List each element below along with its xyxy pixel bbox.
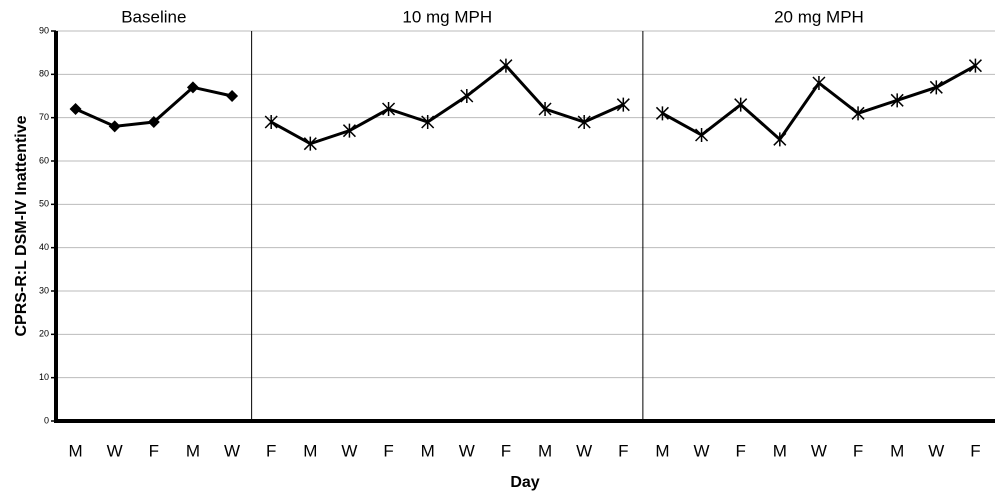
point <box>695 128 709 142</box>
point <box>734 97 748 112</box>
x-tick-label: F <box>266 441 276 460</box>
x-tick-label: F <box>501 441 511 460</box>
point <box>382 102 396 116</box>
y-tick-label: 40 <box>39 242 49 252</box>
point <box>851 106 865 121</box>
x-tick-label: W <box>928 441 944 460</box>
point <box>577 115 591 129</box>
x-tick-label: F <box>618 441 628 460</box>
y-tick-label: 10 <box>39 372 49 382</box>
x-tick-label: F <box>853 441 863 460</box>
y-tick-label: 80 <box>39 69 49 79</box>
point <box>499 58 513 73</box>
point <box>929 80 943 95</box>
point <box>460 89 474 103</box>
x-tick-label: W <box>694 441 710 460</box>
y-tick-label: 90 <box>39 25 49 35</box>
x-tick-label: W <box>811 441 827 460</box>
point <box>108 120 121 133</box>
point <box>226 90 239 102</box>
point <box>812 76 826 90</box>
x-tick-label: F <box>970 441 980 460</box>
phase-label: 10 mg MPH <box>402 7 492 26</box>
point <box>421 115 435 129</box>
point <box>773 132 787 147</box>
x-tick-label: W <box>224 441 240 460</box>
series-line <box>270 63 624 146</box>
point <box>186 81 199 94</box>
x-tick-label: M <box>773 441 787 460</box>
x-axis-title: Day <box>510 474 539 491</box>
x-tick-label: M <box>655 441 669 460</box>
x-tick-label: M <box>421 441 435 460</box>
x-tick-label: W <box>459 441 475 460</box>
x-tick-label: F <box>735 441 745 460</box>
x-tick-label: M <box>68 441 82 460</box>
point <box>264 115 278 129</box>
point <box>342 123 356 138</box>
point <box>538 102 552 116</box>
point <box>890 93 904 108</box>
x-tick-label: W <box>576 441 592 460</box>
y-tick-label: 0 <box>44 415 49 425</box>
phase-label: 20 mg MPH <box>774 7 864 26</box>
x-tick-label: F <box>149 441 159 460</box>
x-tick-label: M <box>186 441 200 460</box>
x-tick-label: W <box>341 441 357 460</box>
x-tick-label: M <box>890 441 904 460</box>
point <box>69 103 82 115</box>
y-tick-label: 30 <box>39 285 49 295</box>
y-tick-label: 20 <box>39 329 49 339</box>
y-tick-label: 50 <box>39 199 49 209</box>
x-tick-label: M <box>303 441 317 460</box>
x-tick-label: M <box>538 441 552 460</box>
y-axis-title: CPRS-R:L DSM-IV Inattentive <box>13 115 30 336</box>
y-tick-label: 60 <box>39 155 49 165</box>
phase-label: Baseline <box>121 7 186 26</box>
point <box>655 106 669 121</box>
point <box>147 116 160 128</box>
point <box>616 97 630 112</box>
y-tick-label: 70 <box>39 112 49 122</box>
x-tick-label: F <box>383 441 393 460</box>
point <box>968 58 982 73</box>
x-tick-label: W <box>107 441 123 460</box>
point <box>303 136 317 151</box>
